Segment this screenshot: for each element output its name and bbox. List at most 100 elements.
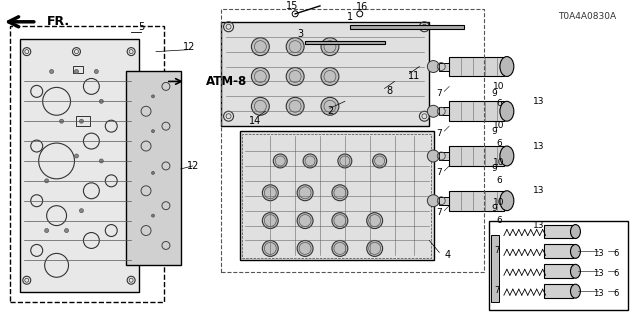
Text: 6: 6 — [614, 249, 619, 258]
Circle shape — [65, 228, 68, 233]
Circle shape — [297, 241, 313, 256]
Text: 1: 1 — [347, 12, 353, 22]
Circle shape — [297, 185, 313, 201]
Circle shape — [286, 68, 304, 85]
Circle shape — [273, 154, 287, 168]
Bar — [221, 9, 484, 272]
Text: 6: 6 — [496, 139, 502, 148]
Circle shape — [60, 119, 63, 123]
Text: 13: 13 — [593, 269, 604, 278]
Text: 7: 7 — [436, 208, 442, 217]
Bar — [543, 284, 573, 298]
Circle shape — [99, 159, 103, 163]
Circle shape — [286, 97, 304, 115]
Circle shape — [332, 185, 348, 201]
Text: 13: 13 — [533, 186, 545, 195]
Bar — [439, 107, 449, 115]
Circle shape — [367, 241, 383, 256]
Circle shape — [372, 154, 387, 168]
Circle shape — [152, 172, 154, 174]
Circle shape — [74, 69, 79, 74]
Circle shape — [332, 213, 348, 228]
Ellipse shape — [570, 225, 580, 238]
Circle shape — [252, 68, 269, 85]
Bar — [543, 225, 573, 238]
Circle shape — [262, 185, 278, 201]
Circle shape — [321, 38, 339, 56]
Circle shape — [252, 38, 269, 56]
Text: 3: 3 — [297, 29, 303, 39]
Text: 15: 15 — [286, 1, 298, 11]
Circle shape — [286, 38, 304, 56]
Bar — [221, 22, 429, 126]
Circle shape — [99, 99, 103, 103]
Text: 7: 7 — [436, 129, 442, 138]
Ellipse shape — [500, 101, 514, 121]
Circle shape — [152, 130, 154, 132]
Circle shape — [79, 209, 83, 213]
Circle shape — [45, 179, 49, 183]
Text: 10: 10 — [493, 82, 505, 91]
Text: 7: 7 — [436, 89, 442, 98]
Circle shape — [428, 150, 439, 162]
Text: 13: 13 — [593, 289, 604, 298]
Circle shape — [152, 95, 154, 98]
Bar — [439, 197, 449, 205]
Bar — [491, 235, 499, 302]
Text: 4: 4 — [444, 250, 451, 260]
Ellipse shape — [570, 244, 580, 258]
Text: 16: 16 — [356, 2, 368, 12]
Text: 6: 6 — [614, 289, 619, 298]
Circle shape — [152, 214, 154, 217]
Text: 13: 13 — [533, 97, 545, 106]
Text: 10: 10 — [493, 158, 505, 167]
Bar — [449, 57, 504, 76]
Ellipse shape — [570, 284, 580, 298]
Text: 12: 12 — [187, 161, 199, 171]
Text: ATM-8: ATM-8 — [205, 75, 247, 88]
Text: 9: 9 — [491, 204, 497, 213]
Text: 8: 8 — [387, 86, 393, 96]
Text: 2: 2 — [327, 106, 333, 116]
Bar — [126, 71, 181, 265]
Bar — [439, 152, 449, 160]
Circle shape — [50, 69, 54, 74]
Ellipse shape — [570, 264, 580, 278]
Circle shape — [428, 195, 439, 207]
Circle shape — [321, 97, 339, 115]
Text: 13: 13 — [533, 141, 545, 150]
Circle shape — [45, 228, 49, 233]
Bar — [305, 41, 385, 44]
Text: 6: 6 — [614, 269, 619, 278]
Circle shape — [262, 241, 278, 256]
Circle shape — [428, 105, 439, 117]
Text: 6: 6 — [496, 216, 502, 225]
Text: 6: 6 — [496, 99, 502, 108]
Text: 10: 10 — [493, 198, 505, 207]
Text: 12: 12 — [182, 42, 195, 52]
Text: 10: 10 — [493, 121, 505, 130]
Circle shape — [74, 154, 79, 158]
Circle shape — [252, 97, 269, 115]
Bar — [439, 62, 449, 70]
Text: 11: 11 — [408, 71, 420, 82]
Text: 6: 6 — [496, 176, 502, 185]
Circle shape — [367, 213, 383, 228]
Text: 9: 9 — [491, 127, 497, 136]
Text: FR.: FR. — [47, 15, 70, 28]
Bar — [449, 146, 504, 166]
Ellipse shape — [500, 146, 514, 166]
Text: 13: 13 — [533, 221, 545, 230]
Bar — [543, 264, 573, 278]
Bar — [243, 134, 431, 258]
Bar — [350, 25, 464, 29]
Circle shape — [332, 241, 348, 256]
Text: 5: 5 — [138, 22, 144, 32]
Circle shape — [262, 213, 278, 228]
Ellipse shape — [500, 191, 514, 211]
Text: 14: 14 — [249, 116, 262, 126]
Bar — [543, 244, 573, 258]
Bar — [449, 191, 504, 211]
Bar — [489, 220, 628, 310]
Circle shape — [79, 119, 83, 123]
